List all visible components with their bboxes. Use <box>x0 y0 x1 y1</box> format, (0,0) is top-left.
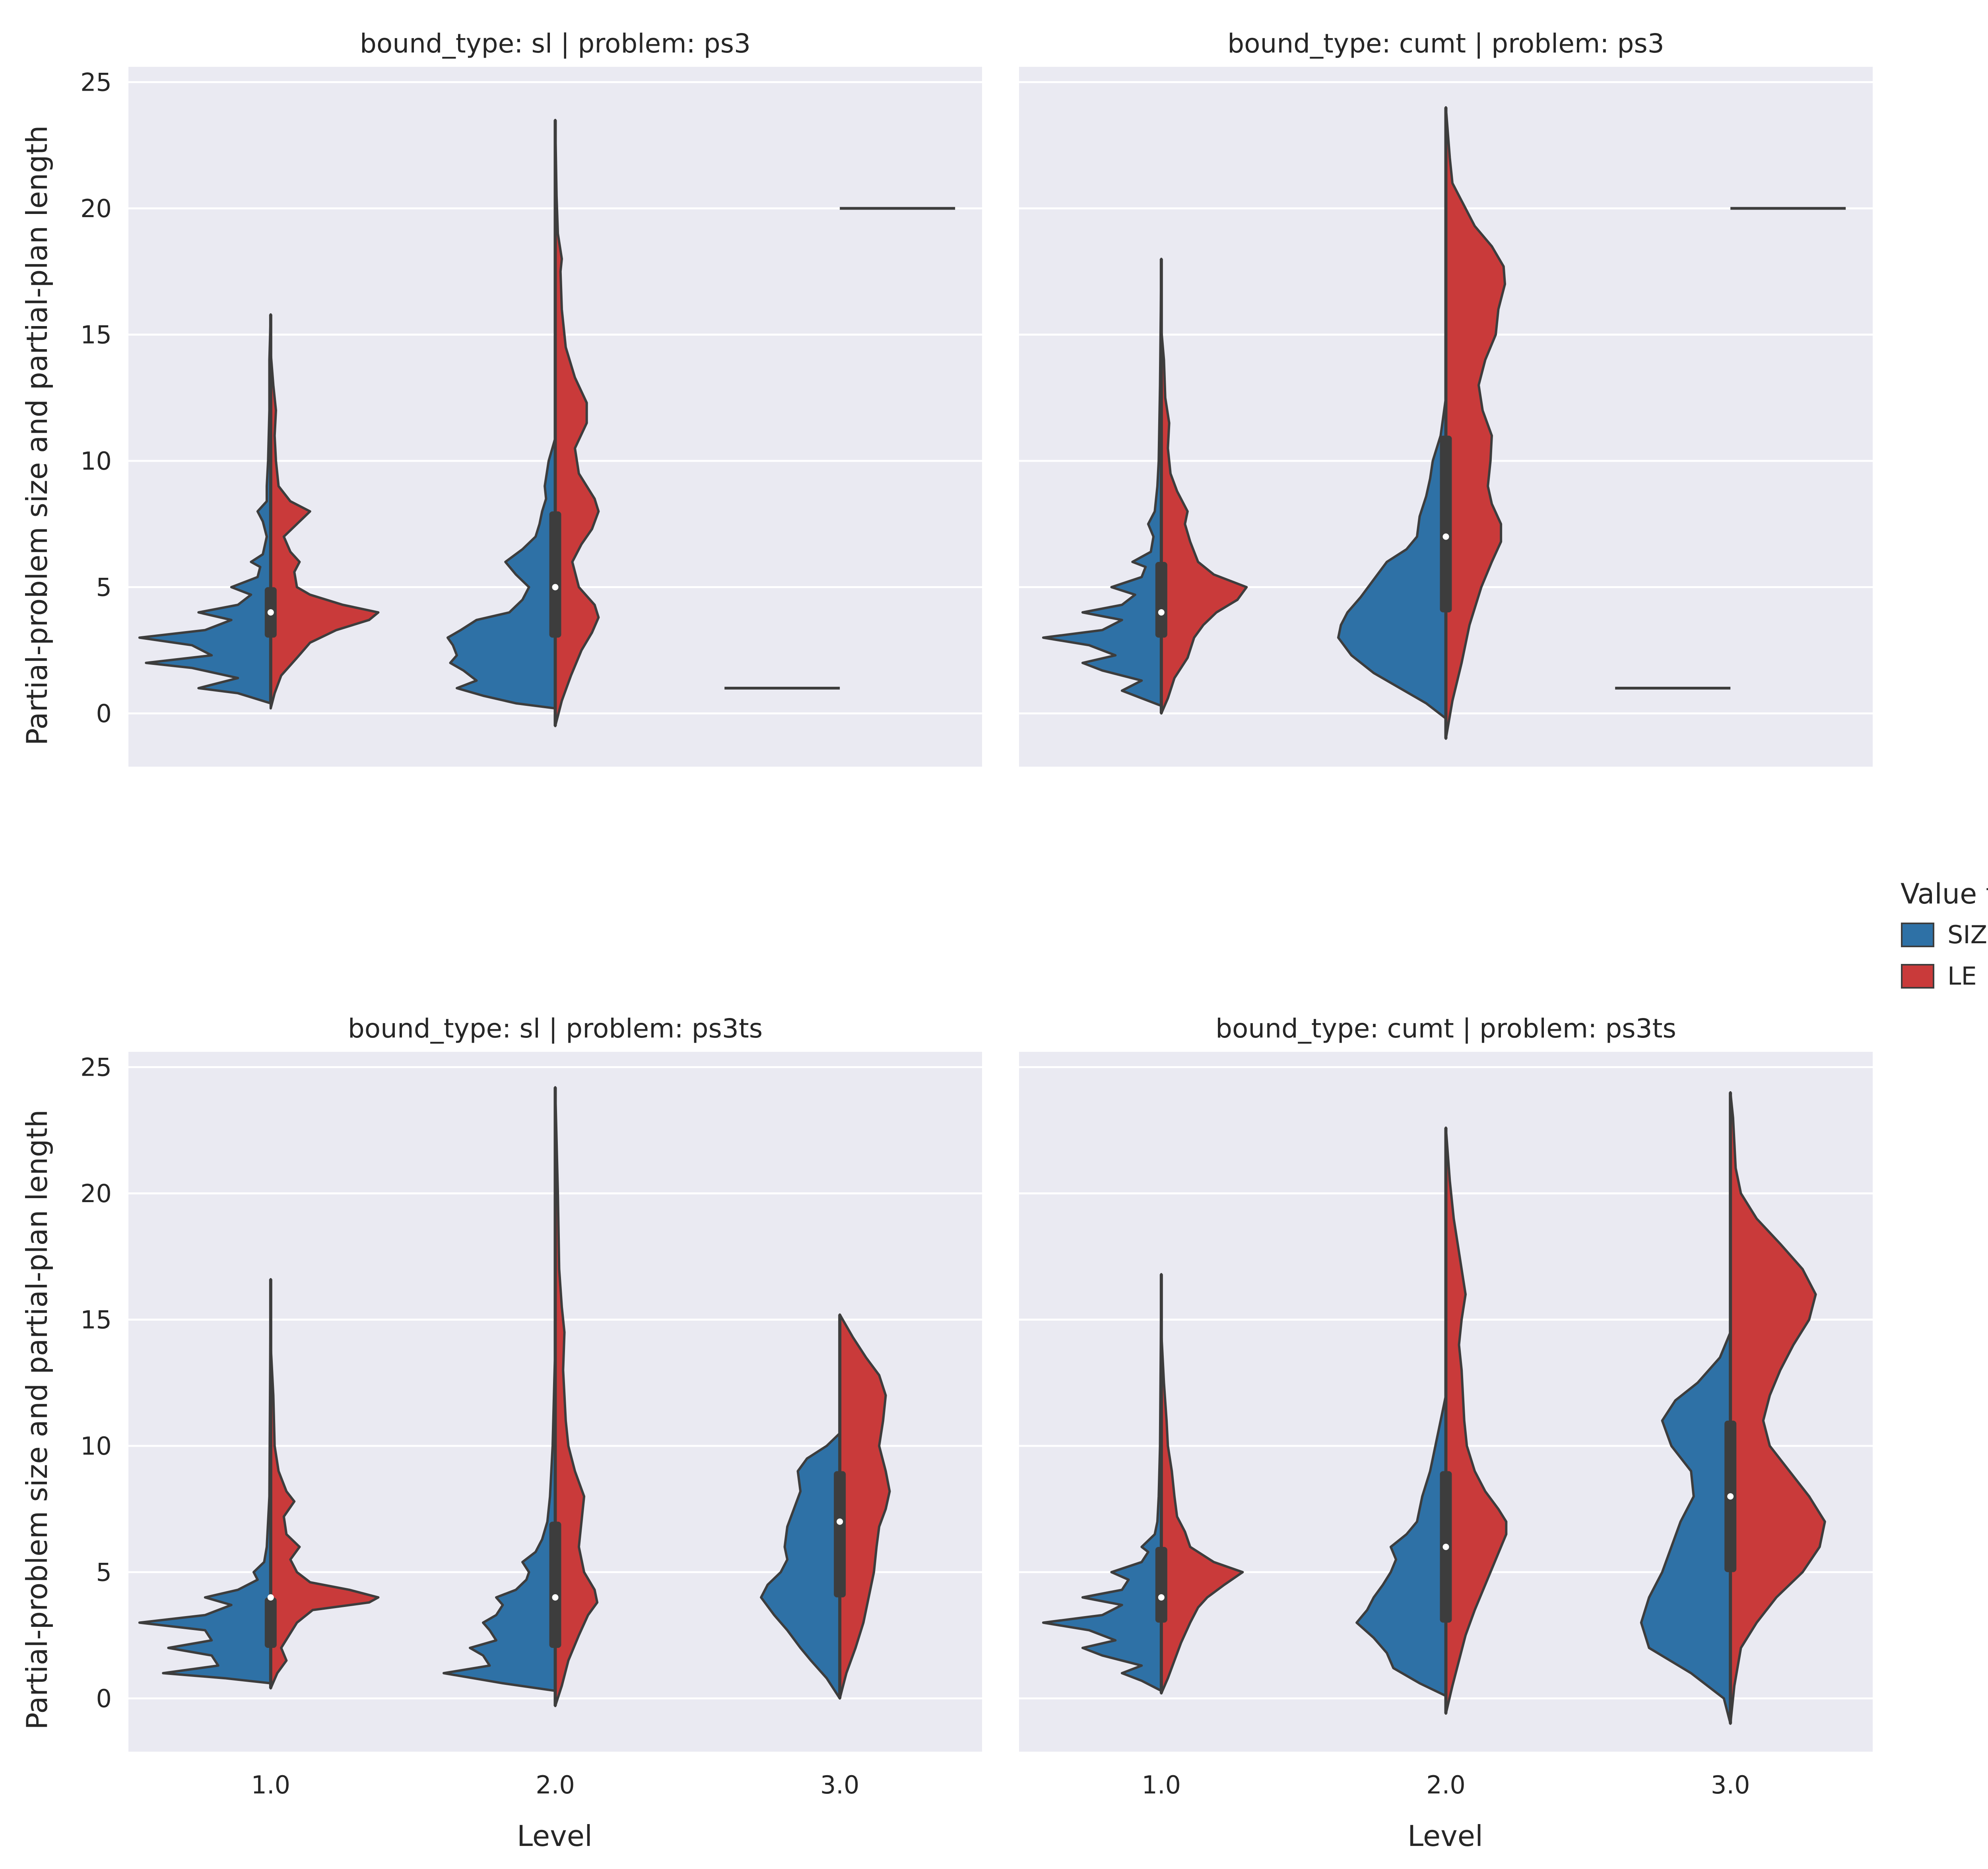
x-axis-label-right: Level <box>1408 1819 1483 1853</box>
y-tick-label: 0 <box>96 1684 112 1713</box>
y-tick-label: 10 <box>80 1432 112 1461</box>
violin-level-2-0 <box>1337 106 1506 740</box>
legend-label-le: LE <box>1947 962 1977 991</box>
y-tick-label: 20 <box>80 194 112 223</box>
violin-level-1-0 <box>138 313 380 710</box>
y-tick-label: 5 <box>96 573 112 602</box>
le-violin-half <box>269 351 380 710</box>
y-tick-label: 25 <box>80 68 112 97</box>
facet-panel: bound_type: cumt | problem: ps3 <box>1019 28 1873 767</box>
iqr-box <box>1155 562 1167 638</box>
median-marker <box>552 1594 559 1601</box>
iqr-box <box>834 1471 846 1597</box>
violin-level-3-0 <box>1640 1091 1826 1725</box>
violin-level-2-0 <box>443 1086 599 1708</box>
x-tick-label: 1.0 <box>251 1770 291 1799</box>
y-tick-label: 25 <box>80 1053 112 1082</box>
iqr-box <box>264 1597 277 1648</box>
violin-level-3-0 <box>1615 207 1846 690</box>
iqr-box <box>1155 1547 1167 1623</box>
violin-level-1-0 <box>1042 258 1248 715</box>
le-violin-half <box>1729 1091 1826 1725</box>
y-tick-label: 15 <box>80 321 112 350</box>
violin-level-3-0 <box>760 1313 891 1700</box>
x-tick-label: 3.0 <box>820 1770 860 1799</box>
iqr-box <box>549 1521 561 1648</box>
violin-level-3-0 <box>724 207 955 690</box>
le-violin-half <box>839 1313 891 1700</box>
iqr-box <box>549 511 561 638</box>
y-axis-label-top: Partial-problem size and partial-plan le… <box>20 125 54 746</box>
x-tick-label: 1.0 <box>1142 1770 1181 1799</box>
le-violin-half <box>1160 1331 1244 1695</box>
size-violin-half <box>1355 1394 1447 1697</box>
legend-swatch-size <box>1901 923 1934 947</box>
le-violin-half <box>269 1344 380 1690</box>
size-violin-half <box>138 1278 272 1684</box>
x-tick-label: 3.0 <box>1711 1770 1750 1799</box>
median-marker <box>837 1518 843 1525</box>
size-violin-half <box>1640 1331 1732 1725</box>
legend: Value type SIZE LE <box>1901 878 1988 991</box>
panel-title: bound_type: sl | problem: ps3ts <box>348 1013 763 1044</box>
facet-panels: bound_type: sl | problem: ps30510152025b… <box>80 28 1873 1799</box>
y-tick-label: 10 <box>80 447 112 476</box>
violin-level-2-0 <box>446 119 600 727</box>
size-violin-half <box>138 313 272 705</box>
size-violin-half <box>760 1432 841 1700</box>
le-violin-half <box>1444 1126 1508 1715</box>
median-marker <box>552 584 559 591</box>
legend-swatch-le <box>1901 964 1934 989</box>
median-marker <box>1158 1594 1165 1601</box>
y-tick-label: 0 <box>96 699 112 728</box>
median-marker <box>1442 533 1449 540</box>
violin-level-1-0 <box>138 1278 380 1690</box>
x-axis-label-left: Level <box>517 1819 592 1853</box>
median-marker <box>1158 609 1165 616</box>
median-marker <box>1727 1493 1734 1500</box>
y-axis-label-bottom: Partial-problem size and partial-plan le… <box>20 1109 54 1730</box>
y-tick-label: 15 <box>80 1306 112 1335</box>
x-tick-label: 2.0 <box>1426 1770 1466 1799</box>
y-tick-label: 5 <box>96 1558 112 1587</box>
le-violin-half <box>554 119 600 727</box>
median-marker <box>267 609 274 616</box>
x-tick-label: 2.0 <box>536 1770 575 1799</box>
le-violin-half <box>554 1086 599 1708</box>
panel-title: bound_type: sl | problem: ps3 <box>360 28 751 59</box>
size-violin-half <box>1042 1273 1163 1692</box>
size-violin-half <box>1337 396 1447 720</box>
violin-level-1-0 <box>1042 1273 1244 1695</box>
y-tick-label: 20 <box>80 1179 112 1208</box>
legend-title: Value type <box>1901 878 1988 910</box>
legend-label-size: SIZE <box>1947 920 1988 949</box>
panel-title: bound_type: cumt | problem: ps3 <box>1227 28 1664 59</box>
le-violin-half <box>1160 328 1248 715</box>
facet-panel: bound_type: sl | problem: ps3ts 0 5 10 15 20 2… <box>80 1013 982 1799</box>
le-violin-half <box>1444 106 1506 740</box>
median-marker <box>1442 1544 1449 1550</box>
size-violin-half <box>1042 258 1163 707</box>
iqr-box <box>1440 435 1452 612</box>
facet-panel: bound_type: sl | problem: ps3 0 5 10 15 20 25 <box>80 28 982 767</box>
violin-level-2-0 <box>1355 1126 1508 1715</box>
facet-panel: bound_type: cumt | problem: ps3ts 1.0 2.0 3… <box>1019 1013 1873 1799</box>
size-violin-half <box>446 437 557 710</box>
median-marker <box>267 1594 274 1601</box>
panel-title: bound_type: cumt | problem: ps3ts <box>1215 1013 1676 1044</box>
size-violin-half <box>443 1344 557 1692</box>
